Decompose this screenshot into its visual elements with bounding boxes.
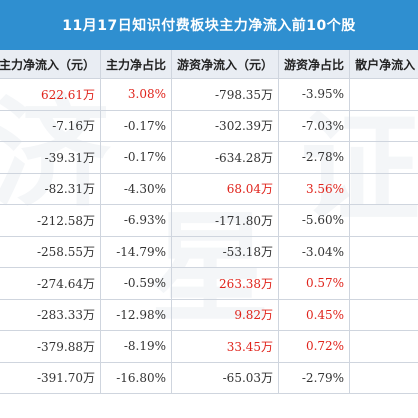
table-row: -212.58万 -6.93% -171.80万 -5.60% [0, 204, 418, 237]
table-row: -39.31万 -0.17% -634.28万 -2.78% [0, 141, 418, 174]
table-row: -391.70万 -16.80% -65.03万 -2.79% [0, 362, 418, 394]
hot-ratio-cell: 0.72% [278, 330, 351, 363]
main-ratio-cell: -0.17% [100, 110, 173, 142]
hot-inflow-cell: -53.18万 [171, 236, 280, 268]
main-inflow-cell: 622.61万 [0, 78, 102, 111]
main-ratio-cell: -16.80% [100, 362, 173, 394]
main-inflow-cell: -7.16万 [0, 110, 102, 142]
main-ratio-cell: 3.08% [100, 78, 173, 111]
retail-inflow-cell [349, 78, 418, 111]
main-ratio-cell: -14.79% [100, 236, 173, 268]
hot-inflow-cell: -634.28万 [171, 141, 280, 174]
main-inflow-cell: -283.33万 [0, 299, 102, 331]
table-title: 11月17日知识付费板块主力净流入前10个股 [0, 0, 418, 50]
main-inflow-cell: -379.88万 [0, 330, 102, 363]
hot-inflow-cell: -171.80万 [171, 204, 280, 237]
hot-ratio-cell: -3.04% [278, 236, 351, 268]
main-inflow-cell: -82.31万 [0, 173, 102, 205]
main-ratio-cell: -6.93% [100, 204, 173, 237]
retail-inflow-cell [349, 204, 418, 237]
table-row: -258.55万 -14.79% -53.18万 -3.04% [0, 236, 418, 268]
main-ratio-cell: -8.19% [100, 330, 173, 363]
main-inflow-cell: -258.55万 [0, 236, 102, 268]
hot-inflow-cell: -65.03万 [171, 362, 280, 394]
main-inflow-cell: -274.64万 [0, 267, 102, 300]
hot-ratio-cell: -5.60% [278, 204, 351, 237]
col-header-hot-ratio: 游资净占比 [278, 50, 351, 79]
main-ratio-cell: -0.59% [100, 267, 173, 300]
hot-ratio-cell: -2.78% [278, 141, 351, 174]
fund-flow-table: 主力净流入（元） 主力净占比 游资净流入（元） 游资净占比 散户净流入（元） 6… [0, 50, 418, 394]
main-ratio-cell: -0.17% [100, 141, 173, 174]
main-inflow-cell: -391.70万 [0, 362, 102, 394]
hot-inflow-cell: 9.82万 [171, 299, 280, 331]
hot-inflow-cell: 68.04万 [171, 173, 280, 205]
retail-inflow-cell [349, 267, 418, 300]
retail-inflow-cell [349, 173, 418, 205]
hot-ratio-cell: 3.56% [278, 173, 351, 205]
hot-inflow-cell: 33.45万 [171, 330, 280, 363]
retail-inflow-cell [349, 330, 418, 363]
retail-inflow-cell [349, 362, 418, 394]
col-header-main-inflow: 主力净流入（元） [0, 50, 102, 79]
hot-ratio-cell: -3.95% [278, 78, 351, 111]
retail-inflow-cell [349, 236, 418, 268]
main-ratio-cell: -12.98% [100, 299, 173, 331]
retail-inflow-cell [349, 141, 418, 174]
table-row: 622.61万 3.08% -798.35万 -3.95% [0, 78, 418, 111]
col-header-retail-inflow: 散户净流入（元） [349, 50, 418, 79]
main-ratio-cell: -4.30% [100, 173, 173, 205]
col-header-main-ratio: 主力净占比 [100, 50, 173, 79]
table-row: -379.88万 -8.19% 33.45万 0.72% [0, 330, 418, 363]
hot-ratio-cell: -2.79% [278, 362, 351, 394]
hot-inflow-cell: -798.35万 [171, 78, 280, 111]
main-inflow-cell: -212.58万 [0, 204, 102, 237]
hot-inflow-cell: 263.38万 [171, 267, 280, 300]
retail-inflow-cell [349, 110, 418, 142]
hot-ratio-cell: 0.57% [278, 267, 351, 300]
table-row: -82.31万 -4.30% 68.04万 3.56% [0, 173, 418, 205]
table-row: -7.16万 -0.17% -302.39万 -7.03% [0, 110, 418, 142]
table-row: -274.64万 -0.59% 263.38万 0.57% [0, 267, 418, 300]
hot-ratio-cell: 0.45% [278, 299, 351, 331]
header-row: 主力净流入（元） 主力净占比 游资净流入（元） 游资净占比 散户净流入（元） [0, 50, 418, 79]
retail-inflow-cell [349, 299, 418, 331]
col-header-hot-inflow: 游资净流入（元） [171, 50, 280, 79]
hot-inflow-cell: -302.39万 [171, 110, 280, 142]
main-inflow-cell: -39.31万 [0, 141, 102, 174]
table-row: -283.33万 -12.98% 9.82万 0.45% [0, 299, 418, 331]
hot-ratio-cell: -7.03% [278, 110, 351, 142]
data-table-container: 主力净流入（元） 主力净占比 游资净流入（元） 游资净占比 散户净流入（元） 6… [0, 50, 418, 418]
